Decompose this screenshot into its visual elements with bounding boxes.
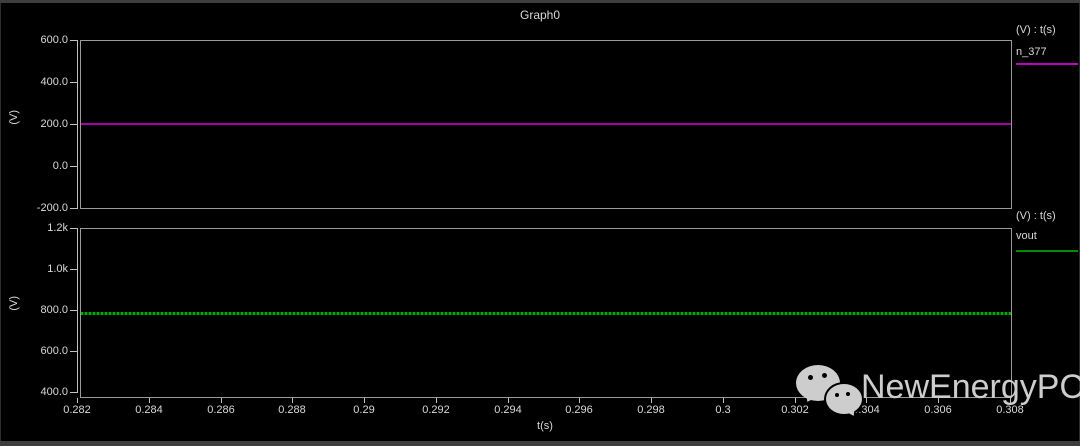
graph-title: Graph0 [519,8,561,22]
watermark-text: NewEnergyPCS [861,368,1080,406]
window-border-bottom [0,441,1080,446]
x-tick-label: 0.286 [207,404,235,416]
trace-vout[interactable] [81,312,1011,315]
y-axis-title-bottom: (V) [8,296,20,311]
y-tick-label: 400.0 [40,386,68,398]
x-tick-label: 0.294 [494,404,522,416]
x-tick-mark [364,398,365,403]
wechat-bubble-small [824,382,864,416]
x-axis-title: t(s) [537,420,553,432]
y-tick-label: -200.0 [36,202,68,214]
y-axis-line-bottom [77,228,78,393]
legend-header-top: (V) : t(s) [1016,24,1056,36]
wechat-eye [835,393,839,397]
wechat-icon [793,362,864,416]
x-tick-label: 0.308 [996,404,1024,416]
x-tick-mark [436,398,437,403]
legend-item-vout[interactable]: vout [1016,230,1037,242]
x-tick-mark [149,398,150,403]
x-tick-mark [77,398,78,403]
x-tick-label: 0.3 [715,404,731,416]
x-tick-mark [866,398,867,403]
y-tick-label: 600.0 [40,345,68,357]
x-tick-label: 0.298 [637,404,665,416]
x-tick-mark [221,398,222,403]
window-border-top [0,0,1080,3]
x-tick-mark [723,398,724,403]
legend-color-line-vout [1016,250,1078,252]
y-tick-mark [70,166,77,167]
y-tick-label: 200.0 [40,118,68,130]
y-axis-title-top: (V) [8,110,20,125]
trace-n377[interactable] [81,123,1011,125]
x-tick-mark [651,398,652,403]
legend-header-bottom: (V) : t(s) [1016,210,1056,222]
y-tick-mark [70,40,77,41]
x-tick-label: 0.288 [278,404,306,416]
x-tick-mark [292,398,293,403]
y-tick-label: 0.0 [52,160,68,172]
y-tick-mark [70,82,77,83]
wechat-eye [808,375,813,380]
y-axis-line-top [77,40,78,209]
y-tick-mark [70,228,77,229]
y-tick-mark [70,269,77,270]
y-tick-label: 1.0k [47,263,68,275]
wechat-eye [822,373,827,378]
watermark: NewEnergyPCS [793,358,1080,420]
x-tick-mark [1010,398,1011,403]
x-tick-label: 0.306 [924,404,952,416]
legend-item-n377[interactable]: n_377 [1016,46,1047,58]
window-border-left [0,3,1,441]
y-tick-mark [70,310,77,311]
x-tick-mark [795,398,796,403]
x-tick-label: 0.284 [135,404,163,416]
y-tick-label: 800.0 [40,304,68,316]
x-tick-mark [938,398,939,403]
y-tick-mark [70,351,77,352]
x-tick-label: 0.292 [422,404,450,416]
x-tick-label: 0.29 [353,404,375,416]
wechat-eye [846,392,850,396]
x-tick-label: 0.282 [63,404,91,416]
x-tick-mark [508,398,509,403]
y-tick-mark [70,208,77,209]
x-tick-label: 0.296 [565,404,593,416]
y-tick-label: 1.2k [47,222,68,234]
y-tick-label: 600.0 [40,34,68,46]
x-tick-mark [579,398,580,403]
y-tick-mark [70,392,77,393]
y-tick-label: 400.0 [40,76,68,88]
y-tick-mark [70,124,77,125]
legend-color-line-n377 [1016,63,1078,65]
